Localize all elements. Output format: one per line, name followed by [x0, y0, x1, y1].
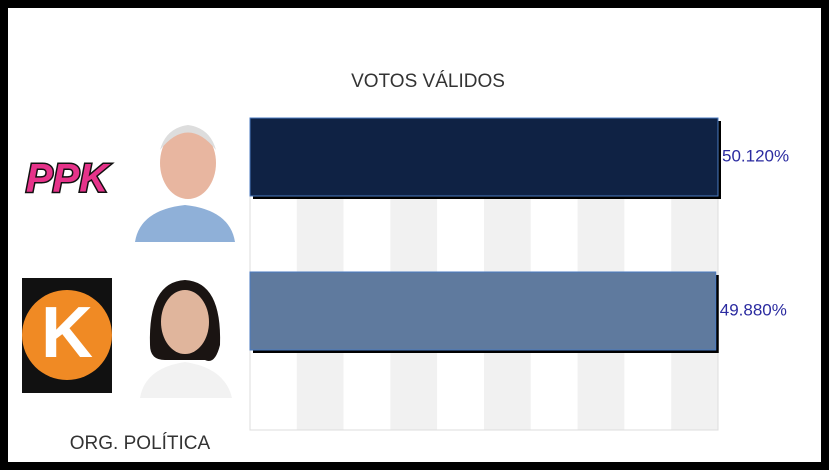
value-label: 49.880% [720, 300, 787, 319]
category-label: K [41, 293, 93, 373]
axis-label: ORG. POLÍTICA [70, 433, 211, 454]
bar [250, 272, 716, 350]
value-label: 50.120% [722, 146, 789, 165]
chart-title: VOTOS VÁLIDOS [351, 71, 505, 92]
photo [140, 278, 235, 398]
category-label: PPK [26, 157, 111, 201]
photo [135, 120, 235, 242]
bar [250, 118, 718, 196]
chart: VOTOS VÁLIDOS ORG. POLÍTICA PPK K 50.120% 4… [0, 0, 829, 470]
page: {"chart_data": {"type": "hbar", "title":… [0, 0, 829, 470]
